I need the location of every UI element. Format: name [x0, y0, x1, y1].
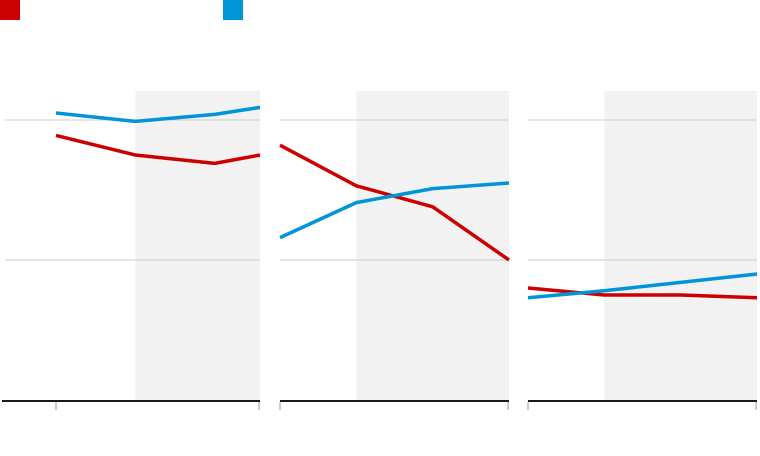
shaded-period-1 — [135, 91, 260, 400]
shaded-period-2 — [356, 91, 509, 400]
chart-panel-2 — [279, 91, 511, 410]
chart-panel-1 — [2, 91, 261, 410]
series-line-2-2 — [279, 181, 510, 240]
legend-swatch-blue — [223, 0, 243, 20]
chart-panel-3 — [527, 91, 758, 410]
series-line-3-1 — [527, 286, 758, 300]
series-line-1-1 — [55, 133, 261, 166]
shaded-period-3 — [604, 91, 757, 400]
series-line-3-2 — [527, 272, 758, 300]
legend-swatch-red — [0, 0, 20, 20]
series-line-1-2 — [55, 105, 261, 124]
legend — [0, 0, 760, 24]
